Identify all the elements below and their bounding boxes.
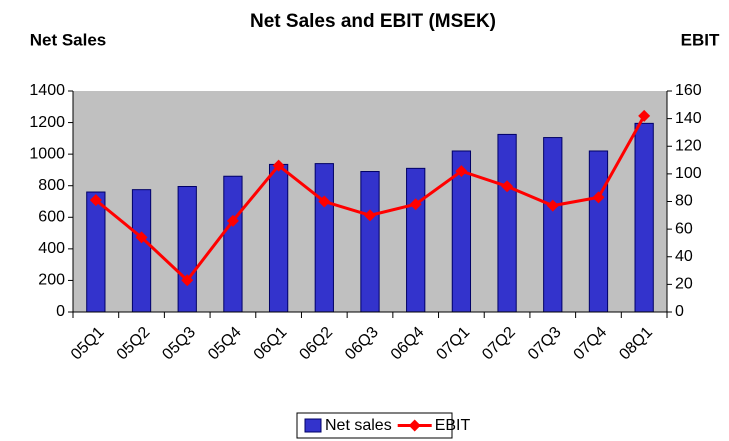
x-tick-label: 08Q1 xyxy=(616,324,656,364)
legend-marker xyxy=(408,419,421,432)
y2-tick-label: 0 xyxy=(675,303,684,320)
bar xyxy=(314,163,334,313)
x-tick-label: 07Q3 xyxy=(525,324,565,364)
marker xyxy=(226,214,239,227)
marker xyxy=(181,274,194,287)
bar xyxy=(588,150,609,313)
y-tick-label: 800 xyxy=(38,177,65,194)
marker xyxy=(318,195,331,208)
bar xyxy=(543,137,563,313)
marker xyxy=(592,191,605,204)
bar xyxy=(86,191,106,313)
x-tick-label: 07Q4 xyxy=(571,324,611,364)
marker xyxy=(546,199,559,212)
marker xyxy=(272,159,285,172)
y-axis-label: Net Sales xyxy=(30,30,107,49)
marker xyxy=(89,194,102,207)
x-tick-label: 07Q1 xyxy=(433,324,473,364)
bar xyxy=(634,122,654,313)
bar xyxy=(268,163,289,313)
y-tick-label: 1000 xyxy=(29,145,65,162)
y-tick-label: 200 xyxy=(38,272,65,289)
bar xyxy=(497,133,517,313)
y-tick-label: 0 xyxy=(56,303,65,320)
marker xyxy=(501,180,514,193)
bar xyxy=(360,171,380,313)
x-tick-label: 05Q2 xyxy=(114,324,154,364)
x-tick-label: 05Q4 xyxy=(205,324,245,364)
x-tick-label: 06Q3 xyxy=(342,324,382,364)
y2-tick-label: 40 xyxy=(675,248,693,265)
x-tick-label: 05Q1 xyxy=(68,324,108,364)
y2-tick-label: 100 xyxy=(675,165,702,182)
y2-tick-label: 20 xyxy=(675,276,693,293)
y2-tick-label: 80 xyxy=(675,193,693,210)
marker xyxy=(364,209,376,222)
chart-title: Net Sales and EBIT (MSEK) xyxy=(250,11,496,32)
x-tick-label: 07Q2 xyxy=(479,324,519,364)
legend-label: Net sales xyxy=(325,417,392,434)
y2-axis-label: EBIT xyxy=(681,30,720,49)
marker xyxy=(455,165,468,178)
y2-tick-label: 160 xyxy=(675,82,702,99)
y2-tick-label: 120 xyxy=(675,137,702,154)
bar xyxy=(131,189,152,313)
bar xyxy=(406,167,426,313)
x-tick-label: 06Q2 xyxy=(296,324,336,364)
bar xyxy=(223,175,243,313)
x-tick-label: 05Q3 xyxy=(159,324,199,364)
y-tick-label: 1400 xyxy=(29,82,65,99)
marker xyxy=(409,198,422,211)
x-tick-label: 06Q1 xyxy=(251,324,291,364)
y-tick-label: 1200 xyxy=(29,114,65,131)
y-tick-label: 600 xyxy=(38,209,65,226)
y2-tick-label: 60 xyxy=(675,220,693,237)
legend-swatch xyxy=(304,418,322,433)
y2-tick-label: 140 xyxy=(675,110,702,127)
y-tick-label: 400 xyxy=(38,240,65,257)
x-tick-label: 06Q4 xyxy=(388,324,428,364)
marker xyxy=(135,231,148,244)
bar xyxy=(177,186,197,313)
legend-label: EBIT xyxy=(435,417,471,434)
marker xyxy=(638,109,651,122)
